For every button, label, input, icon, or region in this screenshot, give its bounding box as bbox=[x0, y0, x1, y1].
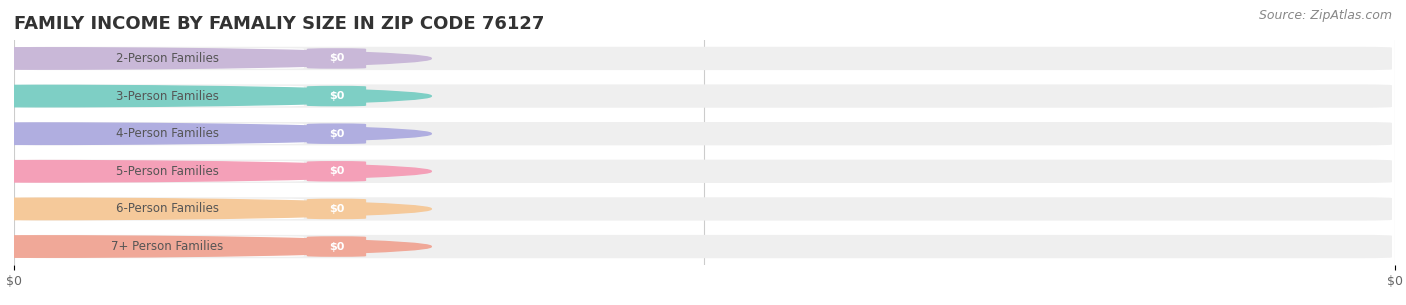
FancyBboxPatch shape bbox=[31, 86, 304, 106]
Text: FAMILY INCOME BY FAMALIY SIZE IN ZIP CODE 76127: FAMILY INCOME BY FAMALIY SIZE IN ZIP COD… bbox=[14, 15, 544, 33]
FancyBboxPatch shape bbox=[31, 199, 304, 219]
Text: 5-Person Families: 5-Person Families bbox=[115, 165, 219, 178]
Text: $0: $0 bbox=[329, 242, 344, 252]
Circle shape bbox=[0, 236, 432, 257]
FancyBboxPatch shape bbox=[20, 84, 1392, 108]
Text: $0: $0 bbox=[329, 53, 344, 63]
FancyBboxPatch shape bbox=[20, 160, 1392, 183]
FancyBboxPatch shape bbox=[20, 47, 1392, 70]
FancyBboxPatch shape bbox=[31, 161, 304, 181]
FancyBboxPatch shape bbox=[307, 236, 366, 257]
Text: $0: $0 bbox=[329, 166, 344, 176]
FancyBboxPatch shape bbox=[31, 236, 304, 257]
Text: Source: ZipAtlas.com: Source: ZipAtlas.com bbox=[1258, 9, 1392, 22]
FancyBboxPatch shape bbox=[307, 86, 366, 106]
FancyBboxPatch shape bbox=[307, 161, 366, 181]
FancyBboxPatch shape bbox=[20, 197, 1392, 221]
Text: 7+ Person Families: 7+ Person Families bbox=[111, 240, 224, 253]
Circle shape bbox=[0, 85, 432, 107]
Text: 2-Person Families: 2-Person Families bbox=[115, 52, 219, 65]
Circle shape bbox=[0, 160, 432, 182]
Circle shape bbox=[0, 48, 432, 69]
FancyBboxPatch shape bbox=[307, 199, 366, 219]
FancyBboxPatch shape bbox=[307, 124, 366, 144]
FancyBboxPatch shape bbox=[31, 48, 304, 69]
Text: 4-Person Families: 4-Person Families bbox=[115, 127, 219, 140]
Text: 6-Person Families: 6-Person Families bbox=[115, 203, 219, 215]
FancyBboxPatch shape bbox=[20, 122, 1392, 145]
Circle shape bbox=[0, 123, 432, 145]
FancyBboxPatch shape bbox=[20, 235, 1392, 258]
FancyBboxPatch shape bbox=[31, 124, 304, 144]
Text: $0: $0 bbox=[329, 91, 344, 101]
Text: $0: $0 bbox=[329, 204, 344, 214]
Text: 3-Person Families: 3-Person Families bbox=[115, 90, 219, 102]
Circle shape bbox=[0, 198, 432, 220]
FancyBboxPatch shape bbox=[307, 48, 366, 69]
Text: $0: $0 bbox=[329, 129, 344, 139]
